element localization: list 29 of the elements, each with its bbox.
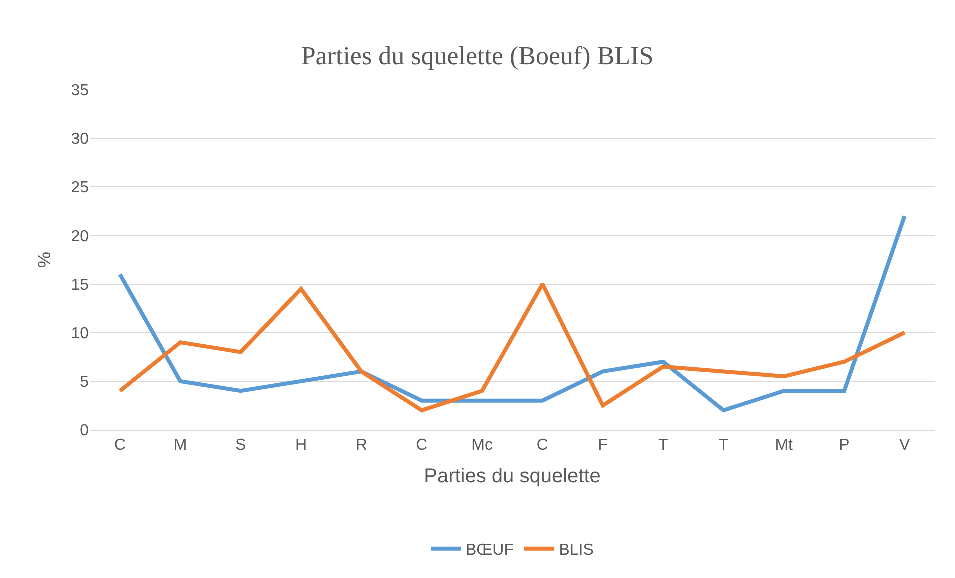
legend-label: BŒUF — [466, 542, 514, 560]
x-tick-label: R — [356, 437, 368, 454]
chart-title: Parties du squelette (Boeuf) BLIS — [301, 41, 654, 70]
y-tick-label: 30 — [71, 131, 90, 148]
y-axis-title: % — [34, 252, 54, 268]
x-tick-label: C — [536, 437, 548, 454]
x-tick-label: Mt — [775, 437, 794, 454]
line-series — [118, 214, 907, 413]
line-series — [118, 282, 907, 413]
y-tick-label: 20 — [71, 228, 90, 246]
legend-label: BLIS — [559, 542, 594, 560]
x-tick-label: P — [839, 437, 850, 454]
x-tick-label: C — [114, 437, 126, 454]
x-tick-label: M — [174, 437, 188, 454]
x-tick-label: V — [899, 437, 910, 454]
y-tick-label: 5 — [80, 374, 90, 392]
y-tick-label: 25 — [71, 180, 90, 197]
y-tick-label: 15 — [71, 276, 90, 294]
x-tick-label: Mc — [472, 437, 493, 454]
y-tick-label: 0 — [80, 422, 90, 440]
x-tick-label: F — [598, 437, 608, 454]
x-tick-label: S — [236, 437, 246, 454]
y-tick-label: 10 — [71, 325, 90, 342]
y-tick-label: 35 — [71, 82, 90, 100]
x-tick-label: T — [718, 437, 729, 454]
x-tick-label: T — [658, 437, 668, 454]
x-tick-label: H — [295, 437, 308, 454]
x-axis-title: Parties du squelette — [424, 466, 601, 488]
x-tick-label: C — [416, 437, 428, 454]
